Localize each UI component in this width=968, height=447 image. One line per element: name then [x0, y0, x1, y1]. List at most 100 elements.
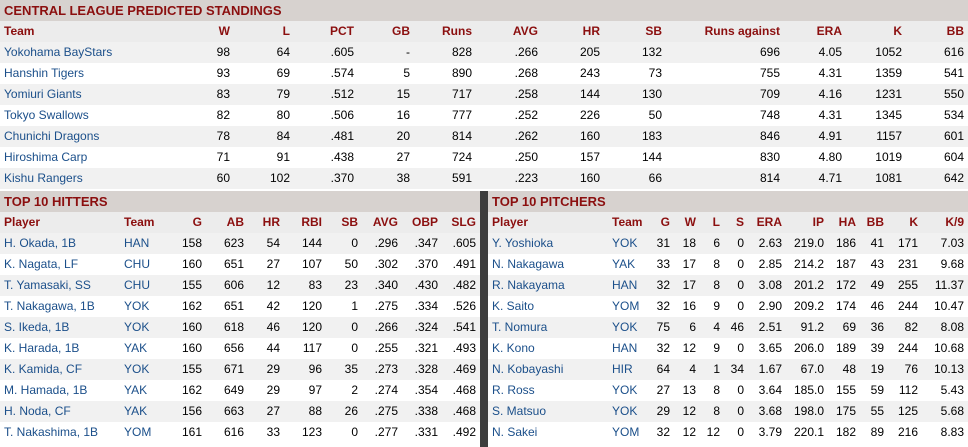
pitchers-cell-s: 0 [724, 254, 748, 275]
hitters-cell-team[interactable]: YOK [120, 359, 170, 380]
hitters-cell-hr: 12 [248, 275, 284, 296]
pitchers-header-era[interactable]: ERA [748, 212, 786, 233]
hitters-header-team[interactable]: Team [120, 212, 170, 233]
pitchers-header-bb[interactable]: BB [860, 212, 888, 233]
standings-header-w[interactable]: W [170, 21, 234, 42]
hitters-cell-team[interactable]: YAK [120, 401, 170, 422]
pitchers-cell-player[interactable]: T. Nomura [488, 317, 608, 338]
pitchers-cell-player[interactable]: Y. Yoshioka [488, 233, 608, 254]
standings-header-avg[interactable]: AVG [476, 21, 542, 42]
standings-header-era[interactable]: ERA [784, 21, 846, 42]
pitchers-header-ha[interactable]: HA [828, 212, 860, 233]
pitchers-cell-g: 75 [648, 317, 674, 338]
hitters-cell-player[interactable]: T. Nakagawa, 1B [0, 296, 120, 317]
pitchers-cell-team[interactable]: YOK [608, 380, 648, 401]
pitchers-cell-player[interactable]: R. Ross [488, 380, 608, 401]
pitchers-cell-player[interactable]: K. Kono [488, 338, 608, 359]
hitters-header-avg[interactable]: AVG [362, 212, 402, 233]
pitchers-cell-team[interactable]: YOM [608, 422, 648, 443]
standings-header-runs[interactable]: Runs [414, 21, 476, 42]
hitters-header-hr[interactable]: HR [248, 212, 284, 233]
pitchers-cell-team[interactable]: HIR [608, 359, 648, 380]
pitchers-cell-w: 18 [674, 233, 700, 254]
pitchers-header-team[interactable]: Team [608, 212, 648, 233]
hitters-cell-slg: .605 [442, 233, 480, 254]
hitters-cell-player[interactable]: M. Hamada, 1B [0, 380, 120, 401]
hitters-header-obp[interactable]: OBP [402, 212, 442, 233]
standings-header-sb[interactable]: SB [604, 21, 666, 42]
standings-cell-gb: 27 [358, 147, 414, 168]
hitters-header-sb[interactable]: SB [326, 212, 362, 233]
pitchers-cell-l: 6 [700, 233, 724, 254]
standings-cell-team[interactable]: Chunichi Dragons [0, 126, 170, 147]
pitchers-header-player[interactable]: Player [488, 212, 608, 233]
hitters-cell-player[interactable]: T. Nakashima, 1B [0, 422, 120, 443]
hitters-cell-player[interactable]: K. Nagata, LF [0, 254, 120, 275]
hitters-header-g[interactable]: G [170, 212, 206, 233]
hitters-cell-rbi: 144 [284, 233, 326, 254]
pitchers-cell-s: 34 [724, 359, 748, 380]
pitchers-cell-team[interactable]: HAN [608, 338, 648, 359]
pitchers-cell-ha: 186 [828, 233, 860, 254]
pitchers-cell-team[interactable]: YOK [608, 233, 648, 254]
hitters-cell-avg: .266 [362, 317, 402, 338]
pitchers-cell-team[interactable]: YOK [608, 317, 648, 338]
pitchers-cell-player[interactable]: N. Kobayashi [488, 359, 608, 380]
hitters-cell-player[interactable]: S. Ikeda, 1B [0, 317, 120, 338]
pitchers-cell-team[interactable]: YOM [608, 296, 648, 317]
standings-cell-team[interactable]: Kishu Rangers [0, 168, 170, 189]
standings-header-l[interactable]: L [234, 21, 294, 42]
hitters-cell-team[interactable]: YOK [120, 317, 170, 338]
pitchers-row: R. Nakayama HAN 32 17 8 0 3.08 201.2 172 49 255 11.… [488, 275, 968, 296]
pitchers-cell-player[interactable]: S. Matsuo [488, 401, 608, 422]
pitchers-cell-player[interactable]: N. Nakagawa [488, 254, 608, 275]
standings-header-runs-against[interactable]: Runs against [666, 21, 784, 42]
standings-header-pct[interactable]: PCT [294, 21, 358, 42]
standings-cell-team[interactable]: Hanshin Tigers [0, 63, 170, 84]
standings-cell-team[interactable]: Yomiuri Giants [0, 84, 170, 105]
hitters-header-rbi[interactable]: RBI [284, 212, 326, 233]
pitchers-header-g[interactable]: G [648, 212, 674, 233]
hitters-cell-team[interactable]: YOK [120, 296, 170, 317]
hitters-header-ab[interactable]: AB [206, 212, 248, 233]
hitters-cell-team[interactable]: YOM [120, 422, 170, 443]
hitters-cell-team[interactable]: YAK [120, 338, 170, 359]
pitchers-cell-s: 0 [724, 233, 748, 254]
hitters-cell-player[interactable]: T. Yamasaki, SS [0, 275, 120, 296]
standings-header-team[interactable]: Team [0, 21, 170, 42]
hitters-header-player[interactable]: Player [0, 212, 120, 233]
standings-cell-team[interactable]: Hiroshima Carp [0, 147, 170, 168]
pitchers-cell-team[interactable]: HAN [608, 275, 648, 296]
standings-header-bb[interactable]: BB [906, 21, 968, 42]
standings-header-hr[interactable]: HR [542, 21, 604, 42]
pitchers-header-l[interactable]: L [700, 212, 724, 233]
hitters-cell-team[interactable]: YAK [120, 380, 170, 401]
hitters-cell-player[interactable]: H. Noda, CF [0, 401, 120, 422]
pitchers-header-w[interactable]: W [674, 212, 700, 233]
standings-header-k[interactable]: K [846, 21, 906, 42]
pitchers-header-ip[interactable]: IP [786, 212, 828, 233]
hitters-cell-hr: 54 [248, 233, 284, 254]
standings-cell-gb: 5 [358, 63, 414, 84]
standings-header-gb[interactable]: GB [358, 21, 414, 42]
standings-cell-team[interactable]: Tokyo Swallows [0, 105, 170, 126]
pitchers-cell-team[interactable]: YOK [608, 401, 648, 422]
hitters-cell-team[interactable]: CHU [120, 254, 170, 275]
pitchers-cell-g: 31 [648, 233, 674, 254]
hitters-cell-team[interactable]: CHU [120, 275, 170, 296]
pitchers-header-k-per-9[interactable]: K/9 [922, 212, 968, 233]
pitchers-header-k[interactable]: K [888, 212, 922, 233]
hitters-cell-player[interactable]: H. Okada, 1B [0, 233, 120, 254]
hitters-header-slg[interactable]: SLG [442, 212, 480, 233]
pitchers-cell-player[interactable]: K. Saito [488, 296, 608, 317]
pitchers-row: Y. Yoshioka YOK 31 18 6 0 2.63 219.0 186 41 171 7.0… [488, 233, 968, 254]
pitchers-cell-team[interactable]: YAK [608, 254, 648, 275]
pitchers-header-s[interactable]: S [724, 212, 748, 233]
hitters-cell-player[interactable]: K. Kamida, CF [0, 359, 120, 380]
hitters-row: T. Nakashima, 1B YOM 161 616 33 123 0.277.331.… [0, 422, 480, 443]
hitters-cell-team[interactable]: HAN [120, 233, 170, 254]
pitchers-cell-player[interactable]: N. Sakei [488, 422, 608, 443]
pitchers-cell-player[interactable]: R. Nakayama [488, 275, 608, 296]
standings-cell-team[interactable]: Yokohama BayStars [0, 42, 170, 63]
hitters-cell-player[interactable]: K. Harada, 1B [0, 338, 120, 359]
